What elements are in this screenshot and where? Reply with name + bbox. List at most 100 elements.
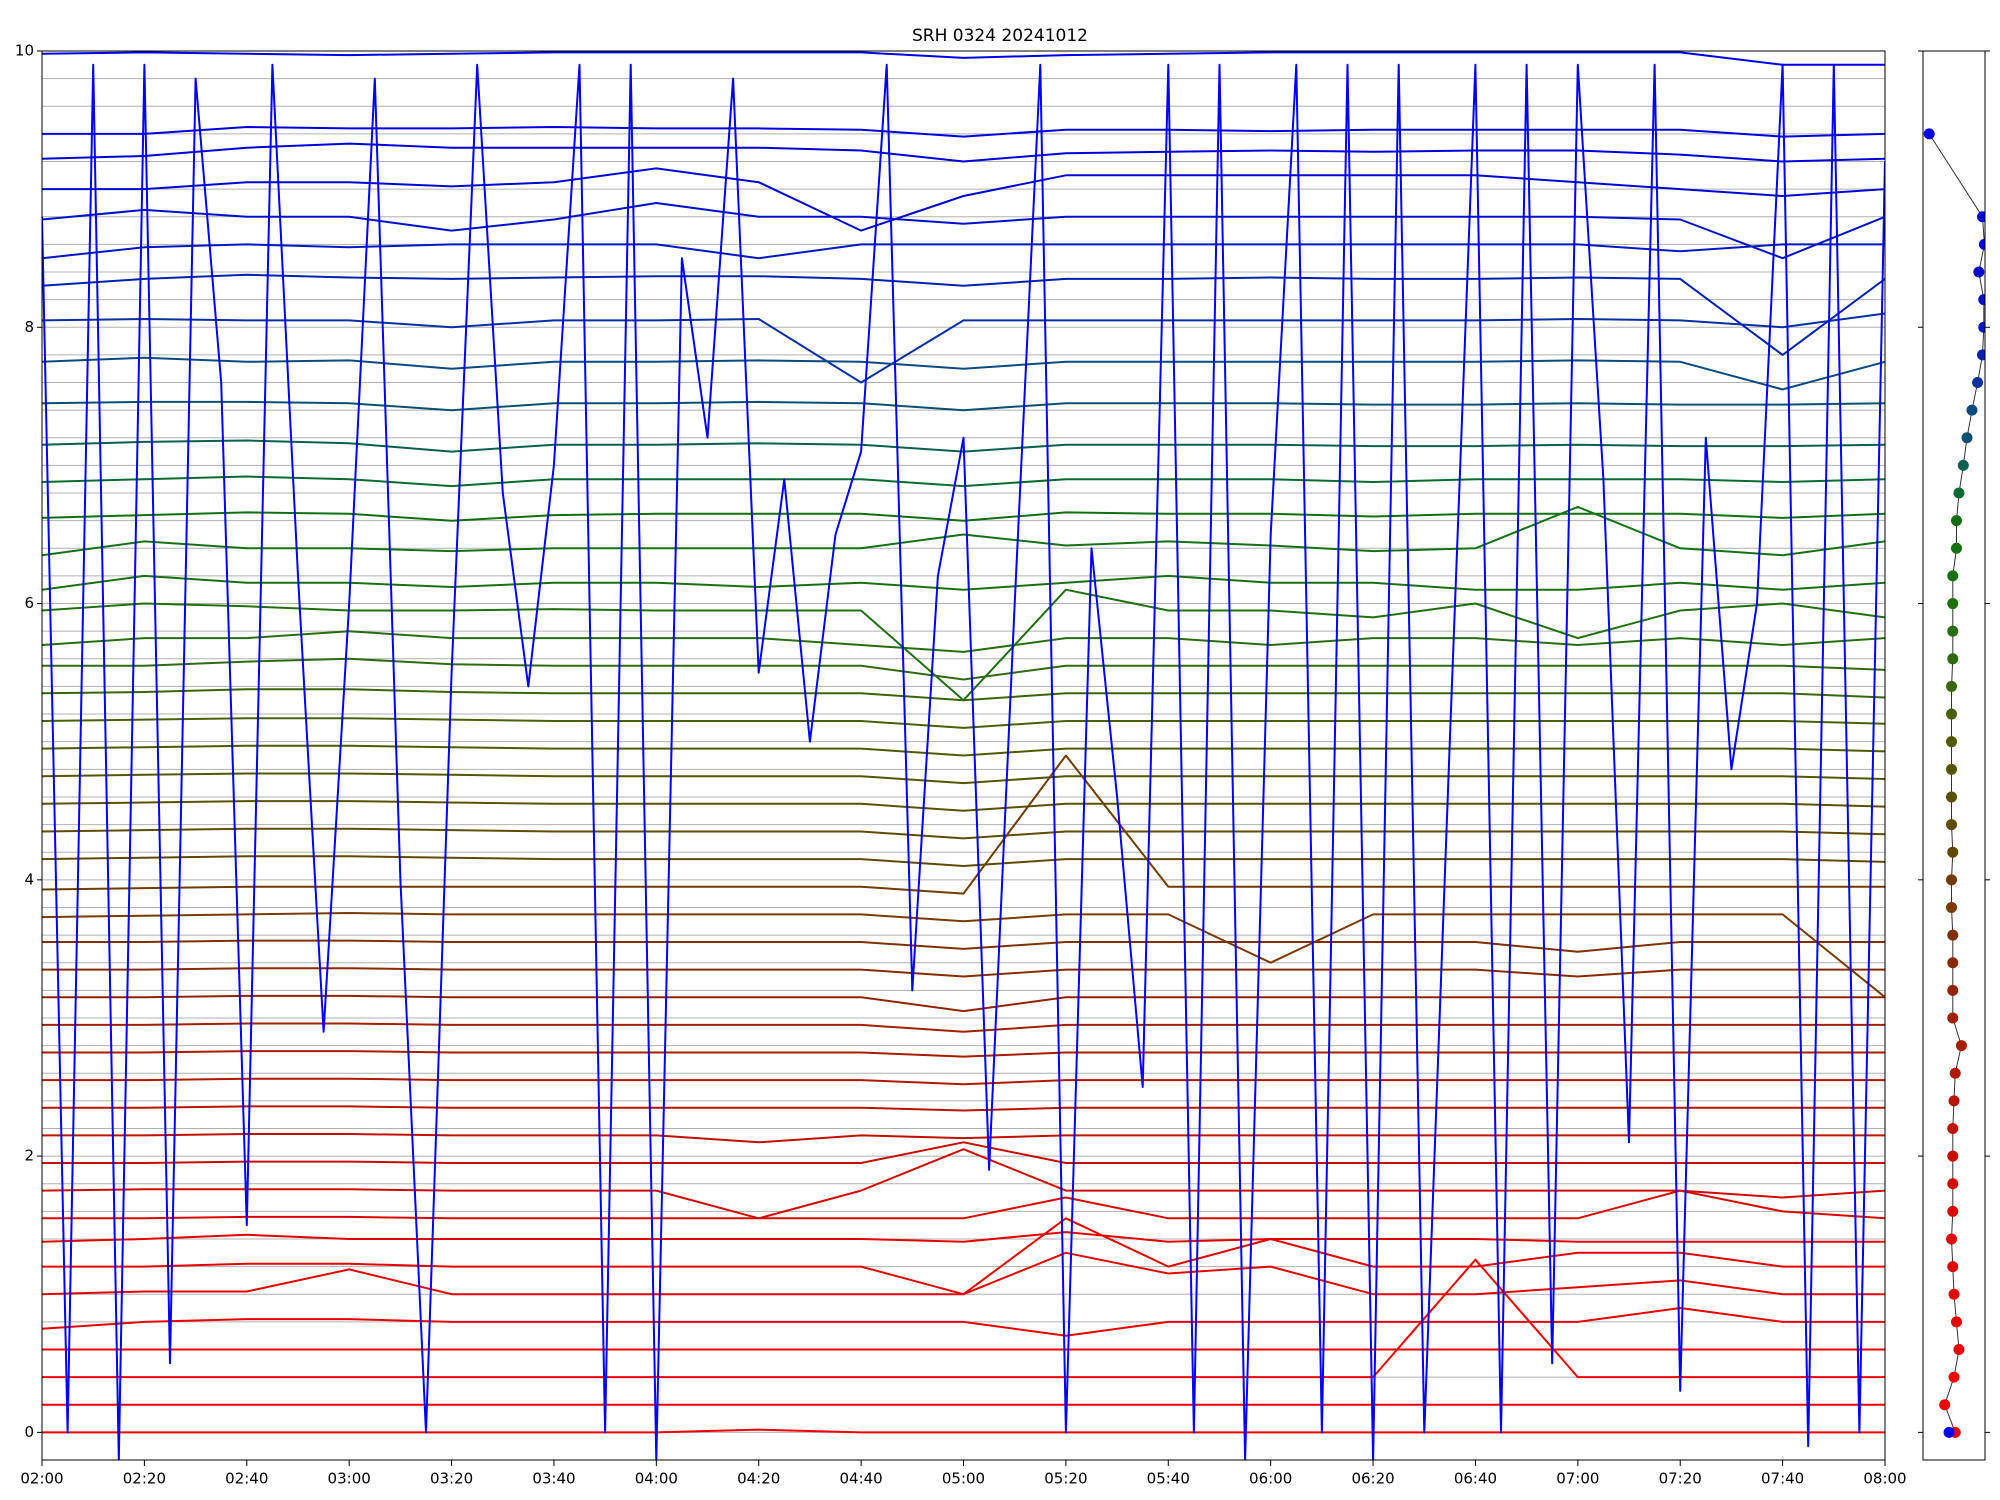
point	[1950, 515, 1962, 527]
point	[1973, 266, 1985, 278]
x-tick-label: 02:00	[20, 1470, 63, 1488]
y-tick-label: 10	[15, 42, 34, 60]
x-tick-label: 04:20	[737, 1470, 780, 1488]
x-tick-label: 03:20	[430, 1470, 473, 1488]
series-line	[42, 475, 1885, 488]
series-line	[42, 939, 1885, 953]
series-line	[42, 717, 1885, 729]
series-line	[42, 63, 1885, 1460]
side-frame	[1922, 50, 1986, 1461]
x-tick-label: 05:00	[942, 1470, 985, 1488]
y-tick-label: 6	[24, 594, 34, 612]
series-line	[42, 202, 1885, 260]
point	[1939, 1399, 1951, 1411]
point	[1946, 1233, 1958, 1245]
series-line	[42, 754, 1885, 895]
x-tick-label: 06:40	[1454, 1470, 1497, 1488]
series-line	[42, 400, 1885, 412]
point	[1947, 598, 1959, 610]
series-line	[42, 912, 1885, 998]
point	[1948, 1288, 1960, 1300]
x-tick-label: 07:00	[1556, 1470, 1599, 1488]
point	[1947, 957, 1959, 969]
series-line	[42, 994, 1885, 1013]
point	[1946, 680, 1958, 692]
point	[1950, 542, 1962, 554]
series-line	[42, 1251, 1885, 1296]
series-line	[42, 744, 1885, 757]
point	[1947, 984, 1959, 996]
point	[1946, 819, 1958, 831]
point	[1972, 377, 1984, 389]
point	[1947, 1205, 1959, 1217]
x-tick-label: 07:20	[1659, 1470, 1702, 1488]
point	[1947, 1012, 1959, 1024]
x-tick-label: 08:00	[1863, 1470, 1906, 1488]
point	[1943, 1426, 1955, 1438]
x-tick-label: 06:20	[1351, 1470, 1394, 1488]
point	[1946, 736, 1958, 748]
series-line	[42, 126, 1885, 138]
point	[1949, 1067, 1961, 1079]
series-line	[42, 312, 1885, 384]
x-tick-label: 02:20	[123, 1470, 166, 1488]
point	[1947, 1122, 1959, 1134]
series-line	[42, 688, 1885, 702]
y-tick-label: 4	[24, 870, 34, 888]
series-line	[42, 1307, 1885, 1337]
point	[1948, 1371, 1960, 1383]
series-line	[42, 1077, 1885, 1086]
y-tick-label: 0	[24, 1423, 34, 1441]
point	[1957, 459, 1969, 471]
point	[1978, 294, 1985, 306]
series-line	[42, 1428, 1885, 1434]
series-line	[42, 1189, 1885, 1220]
point	[1978, 238, 1985, 250]
point	[1947, 625, 1959, 637]
series-line	[42, 1231, 1885, 1243]
point	[1977, 211, 1985, 223]
point	[1961, 432, 1973, 444]
point	[1947, 1261, 1959, 1273]
series-line	[42, 273, 1885, 356]
point	[1946, 791, 1958, 803]
chart-title: SRH 0324 20241012	[912, 26, 1088, 46]
point	[1947, 1178, 1959, 1190]
point	[1947, 653, 1959, 665]
series-line	[42, 167, 1885, 232]
series-line	[42, 51, 1885, 66]
series-line	[42, 1105, 1885, 1112]
point	[1946, 901, 1958, 913]
point	[1947, 570, 1959, 582]
series-line	[42, 1148, 1885, 1220]
point	[1953, 1343, 1965, 1355]
series-line	[42, 505, 1885, 557]
point	[1947, 1150, 1959, 1162]
point	[1977, 349, 1985, 361]
y-tick-label: 2	[24, 1147, 34, 1165]
plot-area	[42, 51, 1885, 1460]
point	[1955, 1040, 1967, 1052]
series-line	[42, 772, 1885, 785]
series-line	[42, 1050, 1885, 1058]
x-tick-label: 07:40	[1761, 1470, 1804, 1488]
point	[1948, 1095, 1960, 1107]
point	[1923, 128, 1935, 140]
series-line	[42, 827, 1885, 840]
series-line	[42, 356, 1885, 391]
point	[1953, 487, 1965, 499]
x-tick-label: 05:40	[1147, 1470, 1190, 1488]
point	[1946, 763, 1958, 775]
series-line	[42, 800, 1885, 812]
point	[1947, 929, 1959, 941]
series-line	[42, 630, 1885, 653]
series-line	[42, 1022, 1885, 1033]
point	[1946, 874, 1958, 886]
x-tick-label: 05:20	[1044, 1470, 1087, 1488]
point	[1947, 846, 1959, 858]
series-line	[42, 243, 1885, 260]
x-tick-label: 04:40	[839, 1470, 882, 1488]
x-tick-label: 02:40	[225, 1470, 268, 1488]
x-tick-label: 03:00	[328, 1470, 371, 1488]
